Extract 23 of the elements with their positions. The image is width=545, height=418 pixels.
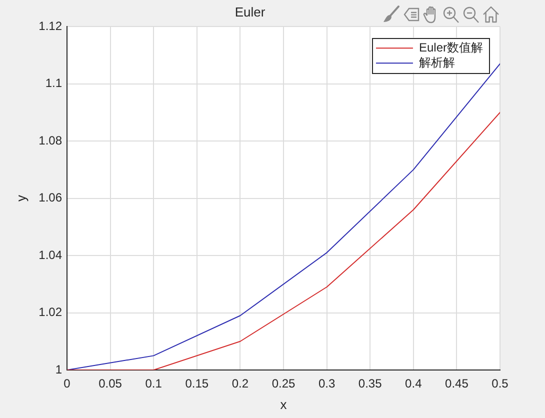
x-tick-label: 0.1 (145, 376, 162, 391)
y-tick-label: 1.12 (38, 18, 62, 33)
x-tick-label: 0.2 (232, 376, 249, 391)
legend-label: 解析解 (418, 55, 455, 70)
y-axis-title: y (13, 194, 28, 202)
x-tick-label: 0.45 (445, 376, 469, 391)
y-tick-label: 1.1 (45, 76, 62, 90)
x-tick-label: 0.25 (272, 376, 296, 391)
y-tick-label: 1.02 (38, 305, 62, 320)
y-tick-label: 1 (55, 362, 62, 376)
y-tick-label: 1.08 (38, 133, 62, 148)
x-tick-label: 0.15 (185, 376, 209, 391)
y-tick-label: 1.04 (38, 248, 62, 262)
x-tick-label: 0.05 (98, 376, 122, 391)
x-tick-label: 0 (64, 376, 71, 391)
x-tick-label: 0.5 (492, 376, 509, 391)
x-tick-label: 0.3 (318, 376, 336, 391)
legend-label: Euler数值解 (418, 40, 483, 54)
x-axis-title: x (280, 396, 288, 412)
chart-title: Euler (234, 4, 266, 20)
y-tick-label: 1.06 (38, 190, 62, 205)
x-tick-label: 0.35 (358, 376, 382, 391)
x-tick-label: 0.4 (405, 376, 422, 391)
